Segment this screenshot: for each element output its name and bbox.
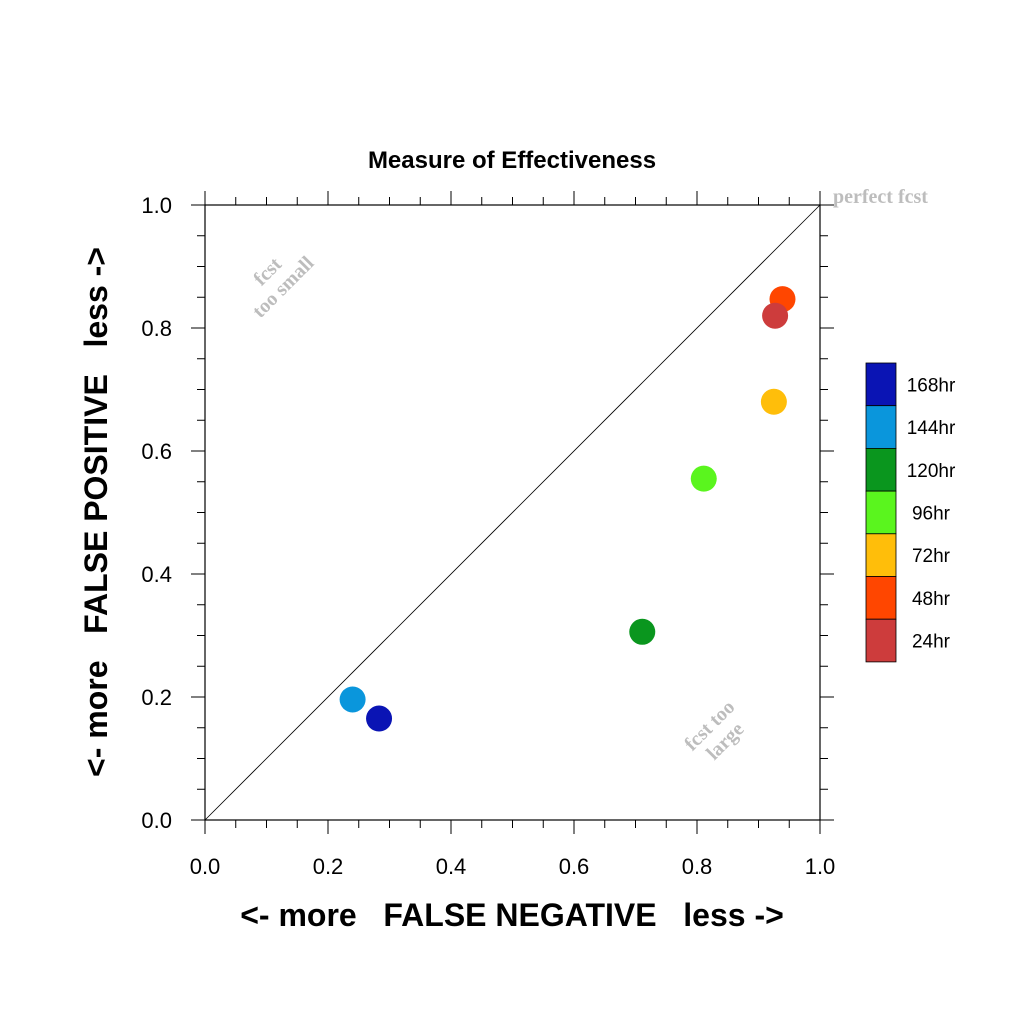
y-tick-labels: 0.0 0.2 0.4 0.6 0.8 1.0 [141,193,172,833]
y-tick-label: 0.2 [141,685,172,710]
data-point-144hr [339,686,366,713]
y-tick-label: 0.4 [141,562,172,587]
x-tick-label: 1.0 [805,854,836,879]
legend-label-120hr: 120hr [907,461,956,482]
data-points [339,286,796,732]
legend-swatch-24hr [865,618,897,663]
too-small-annotation: fcst too small [248,252,318,322]
legend-label-48hr: 48hr [912,589,951,610]
legend-swatch-48hr [865,576,897,620]
too-small-line-2: too small [248,252,318,322]
data-point-168hr [366,705,393,732]
legend-swatch-72hr [865,533,897,577]
legend-swatch-120hr [865,447,897,492]
perfect-forecast-diagonal [204,204,821,821]
legend-label-24hr: 24hr [912,632,951,653]
data-point-96hr [690,465,717,492]
data-point-24hr [762,302,789,329]
axis-ticks [191,191,834,834]
x-tick-label: 0.8 [682,854,713,879]
y-tick-label: 0.0 [141,808,172,833]
x-axis-label: <- more FALSE NEGATIVE less -> [240,897,784,933]
legend-label-144hr: 144hr [907,418,956,439]
legend: 168hr 144hr 120hr 96hr 72hr 48hr 24hr [865,362,956,663]
x-tick-label: 0.2 [313,854,344,879]
legend-swatch-144hr [865,405,897,449]
y-tick-label: 0.6 [141,439,172,464]
perfect-forecast-annotation: perfect fcst [833,186,928,208]
y-tick-label: 1.0 [141,193,172,218]
chart-title: Measure of Effectiveness [368,147,656,174]
y-axis-label: <- more FALSE POSITIVE less -> [78,247,114,777]
legend-label-72hr: 72hr [912,546,951,567]
data-point-120hr [629,618,656,645]
x-tick-label: 0.6 [559,854,590,879]
x-tick-label: 0.0 [190,854,221,879]
data-point-72hr [760,388,787,415]
legend-label-168hr: 168hr [907,375,956,396]
x-tick-label: 0.4 [436,854,467,879]
legend-label-96hr: 96hr [912,503,951,524]
y-tick-label: 0.8 [141,316,172,341]
legend-swatch-96hr [865,490,897,535]
legend-swatch-168hr [865,362,897,407]
too-large-annotation: fcst too large [680,696,748,764]
x-tick-labels: 0.0 0.2 0.4 0.6 0.8 1.0 [190,854,836,879]
